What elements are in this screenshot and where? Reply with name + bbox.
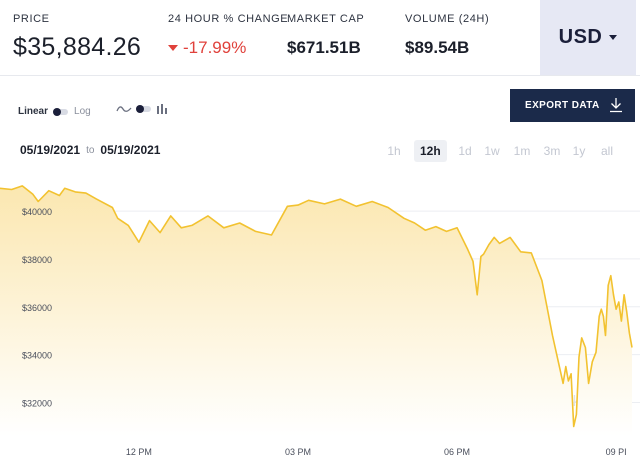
chart-type-switch[interactable] <box>136 105 151 113</box>
date-range[interactable]: 05/19/2021 to 05/19/2021 <box>20 143 160 157</box>
x-axis-tick-label: 03 PM <box>285 447 311 457</box>
line-chart-icon[interactable] <box>116 104 132 114</box>
range-1y[interactable]: 1y <box>572 144 586 158</box>
currency-symbol: $ <box>13 33 28 61</box>
export-data-button[interactable]: EXPORT DATA <box>510 89 635 122</box>
y-axis-tick-label: $40000 <box>22 207 52 217</box>
price-amount: 35,884.26 <box>27 33 142 61</box>
market-cap-value: $671.51B <box>287 38 361 57</box>
price-label: PRICE <box>13 13 50 25</box>
date-to[interactable]: 05/19/2021 <box>100 143 161 157</box>
chart-panel: Linear Log EXPORT DATA 05/19/2021 to 05/… <box>0 84 640 463</box>
download-icon <box>609 97 623 116</box>
range-1m[interactable]: 1m <box>513 144 531 158</box>
price-chart[interactable]: coindesk $32000$34000$36000$38000$40000 … <box>0 168 640 463</box>
range-1d[interactable]: 1d <box>458 144 472 158</box>
change-amount: -17.99% <box>183 38 247 57</box>
x-axis-tick-label: 09 PI <box>606 447 627 457</box>
down-arrow-icon <box>168 45 178 51</box>
range-1w[interactable]: 1w <box>484 144 500 158</box>
change-label: 24 HOUR % CHANGE <box>168 13 289 25</box>
range-all[interactable]: all <box>600 144 613 158</box>
currency-dropdown[interactable]: USD <box>540 0 636 75</box>
stats-bar: PRICE $35,884.26 24 HOUR % CHANGE -17.99… <box>0 0 640 76</box>
chart-type-toggle[interactable] <box>116 103 168 115</box>
range-selector: 1h 12h 1d 1w 1m 3m 1y all <box>0 140 640 162</box>
scale-log-option[interactable]: Log <box>74 106 91 117</box>
change-value: -17.99% <box>168 38 246 58</box>
price-line <box>0 185 633 428</box>
scale-switch[interactable] <box>53 107 69 116</box>
y-axis-tick-label: $32000 <box>22 399 52 409</box>
scale-linear-option[interactable]: Linear <box>18 106 49 117</box>
scale-toggle[interactable]: Linear Log <box>18 106 91 117</box>
export-label: EXPORT DATA <box>525 100 600 111</box>
x-axis-tick-label: 06 PM <box>444 447 470 457</box>
range-12h[interactable]: 12h <box>414 140 447 162</box>
volume-value: $89.54B <box>405 38 470 57</box>
price-area <box>0 185 632 436</box>
chevron-down-icon <box>609 35 618 40</box>
volume-label: VOLUME (24H) <box>405 13 490 25</box>
range-3m[interactable]: 3m <box>543 144 561 158</box>
currency-selected: USD <box>558 26 603 48</box>
y-axis-tick-label: $36000 <box>22 303 52 313</box>
y-axis-tick-label: $38000 <box>22 255 52 265</box>
range-1h[interactable]: 1h <box>387 144 401 158</box>
x-axis-tick-label: 12 PM <box>126 447 152 457</box>
price-value: $35,884.26 <box>13 33 141 62</box>
market-cap-label: MARKET CAP <box>287 13 365 25</box>
y-axis-tick-label: $34000 <box>22 351 52 361</box>
date-range-separator: to <box>86 144 95 156</box>
date-from[interactable]: 05/19/2021 <box>20 143 81 157</box>
bar-chart-icon[interactable] <box>156 103 168 115</box>
